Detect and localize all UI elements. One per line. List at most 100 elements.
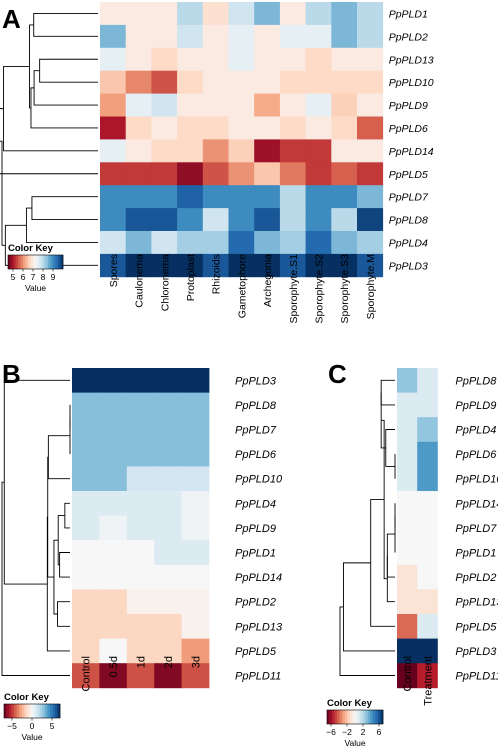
panel-c-cell-pppld11-1 xyxy=(397,663,418,689)
panel-c-color-key-swatch xyxy=(380,710,384,724)
panel-a-cell-pppld9-4 xyxy=(177,93,204,117)
panel-c-color-key-swatch xyxy=(342,710,346,724)
panel-b-cell-pppld2-5 xyxy=(181,589,210,615)
panel-c-row-label: PpPLD9 xyxy=(455,400,496,412)
panel-b-cell-pppld9-5 xyxy=(181,515,210,541)
panel-b-color-key-swatch xyxy=(34,704,38,718)
panel-b-cell-pppld1-5 xyxy=(181,540,210,566)
panel-a-cell-pppld2-1 xyxy=(100,24,127,49)
panel-a-letter: A xyxy=(2,4,21,34)
panel-c-color-key-swatch xyxy=(327,710,330,724)
panel-a-cell-pppld5-11 xyxy=(357,162,384,186)
panel-c-row-label: PpPLD13 xyxy=(455,597,498,609)
panel-a-cell-pppld13-2 xyxy=(125,47,152,72)
panel-a-row-label: PpPLD7 xyxy=(389,192,429,204)
panel-a-cell-pppld6-8 xyxy=(279,116,306,140)
panel-a-cell-pppld13-10 xyxy=(331,47,358,72)
panel-c-cell-pppld7-2 xyxy=(417,515,438,541)
panel-a-cell-pppld8-11 xyxy=(357,208,384,232)
panel-b-cell-pppld6-2 xyxy=(99,441,128,467)
panel-b-cell-pppld8-4 xyxy=(154,392,182,418)
panel-c-cell-pppld3-1 xyxy=(397,638,418,664)
panel-a: A PpPLD1 PpPLD2 PpPLD13 PpPLD10 PpPLD9 PpPLD6… xyxy=(0,2,434,323)
panel-a-row-label: PpPLD1 xyxy=(389,8,428,20)
panel-b-dendrogram-branch-7 xyxy=(53,539,59,615)
panel-b: B PpPLD3PpPLD8PpPLD7PpPLD6PpPLD10PpPLD4P… xyxy=(1,359,283,742)
panel-c-cell-pppld10-1 xyxy=(397,466,418,492)
panel-c-cell-pppld11-2 xyxy=(417,663,438,689)
panel-b-column-label: 1d xyxy=(136,656,148,668)
panel-a-cell-pppld7-4 xyxy=(177,185,204,209)
panel-b-cell-pppld4-3 xyxy=(126,491,155,516)
panel-b-color-key-swatch xyxy=(39,704,43,718)
panel-a-cell-pppld6-2 xyxy=(125,116,152,140)
panel-a-cell-pppld2-9 xyxy=(305,24,332,49)
panel-c-cell-pppld14-2 xyxy=(417,491,438,516)
panel-a-cell-pppld3-1 xyxy=(100,253,127,278)
panel-c-cell-pppld10-2 xyxy=(417,466,438,492)
panel-b-cell-pppld14-2 xyxy=(99,564,128,590)
panel-a-heatmap-cells xyxy=(100,2,384,278)
panel-b-cell-pppld7-3 xyxy=(126,417,155,443)
panel-a-cell-pppld6-3 xyxy=(151,116,178,140)
panel-a-cell-pppld4-6 xyxy=(228,231,255,255)
panel-c-column-label: Treatment xyxy=(422,656,434,706)
panel-b-cell-pppld5-5 xyxy=(181,638,210,664)
panel-a-color-key-swatch xyxy=(55,255,59,269)
panel-a-color-key-tick-label: 8 xyxy=(41,272,46,282)
panel-c-color-key-tick-label: −2 xyxy=(342,727,352,737)
panel-a-color-key-swatch xyxy=(40,255,44,269)
panel-c-color-key-tick-label: −6 xyxy=(326,727,336,737)
panel-a-cell-pppld13-7 xyxy=(254,47,281,72)
panel-b-color-key: Color Key −5 0 5 Value xyxy=(3,692,61,742)
panel-a-cell-pppld9-3 xyxy=(151,93,178,117)
panel-a-color-key-swatch xyxy=(13,255,16,269)
panel-a-cell-pppld10-1 xyxy=(100,70,127,94)
panel-a-row-label: PpPLD14 xyxy=(389,146,434,158)
panel-b-cell-pppld7-4 xyxy=(154,417,182,443)
panel-b-color-key-swatch xyxy=(16,704,20,718)
panel-a-color-key-swatch xyxy=(20,255,24,269)
panel-a-column-label: Sporophyte.S1 xyxy=(288,254,300,324)
panel-b-color-key-tick-label: 0 xyxy=(30,721,35,731)
panel-b-row-label: PpPLD2 xyxy=(235,597,276,609)
panel-c-cell-pppld5-1 xyxy=(397,614,418,639)
panel-c-dendrogram-branch-4 xyxy=(386,533,395,578)
panel-b-cell-pppld11-1 xyxy=(72,663,100,689)
panel-b-dendrogram-branch-10 xyxy=(46,516,70,652)
panel-a-cell-pppld7-7 xyxy=(254,185,281,209)
panel-b-cell-pppld5-3 xyxy=(126,638,155,664)
panel-b-cell-pppld6-5 xyxy=(181,441,210,467)
panel-a-cell-pppld3-8 xyxy=(279,253,306,278)
panel-a-color-key-tick-label: 7 xyxy=(31,272,36,282)
panel-a-cell-pppld9-2 xyxy=(125,93,152,117)
panel-a-column-label: Sporophyte.S3 xyxy=(339,254,351,324)
panel-a-color-key-swatch xyxy=(15,255,19,269)
panel-b-row-label: PpPLD8 xyxy=(235,400,277,412)
panel-c-color-key-tick-label: 6 xyxy=(377,727,382,737)
panel-a-cell-pppld9-9 xyxy=(305,93,332,117)
panel-a-color-key-swatch xyxy=(23,255,26,269)
panel-a-cell-pppld13-6 xyxy=(228,47,255,72)
panel-b-color-key-swatch xyxy=(32,704,35,718)
panel-a-cell-pppld14-1 xyxy=(100,139,127,163)
panel-b-color-key-swatch xyxy=(29,704,33,718)
panel-a-cell-pppld2-3 xyxy=(151,24,178,49)
panel-a-cell-pppld5-3 xyxy=(151,162,178,186)
panel-c-row-label: PpPLD6 xyxy=(455,449,497,461)
panel-a-color-key-swatch xyxy=(25,255,29,269)
panel-b-cell-pppld2-3 xyxy=(126,589,155,615)
panel-a-cell-pppld7-8 xyxy=(279,185,306,209)
panel-c-color-key-swatch xyxy=(347,710,351,724)
panel-a-cell-pppld9-1 xyxy=(100,93,127,117)
panel-c-color-key-swatch xyxy=(337,710,341,724)
panel-a-cell-pppld3-3 xyxy=(151,253,178,278)
panel-b-cell-pppld14-5 xyxy=(181,564,210,590)
panel-a-row-label: PpPLD5 xyxy=(389,169,428,181)
panel-c-row-label: PpPLD7 xyxy=(455,523,497,535)
panel-a-cell-pppld1-3 xyxy=(151,2,178,26)
panel-c-color-key-swatch xyxy=(352,710,356,724)
panel-b-cell-pppld10-4 xyxy=(154,466,182,492)
panel-a-row-label: PpPLD2 xyxy=(389,31,428,43)
panel-b-color-key-swatch xyxy=(9,704,12,718)
